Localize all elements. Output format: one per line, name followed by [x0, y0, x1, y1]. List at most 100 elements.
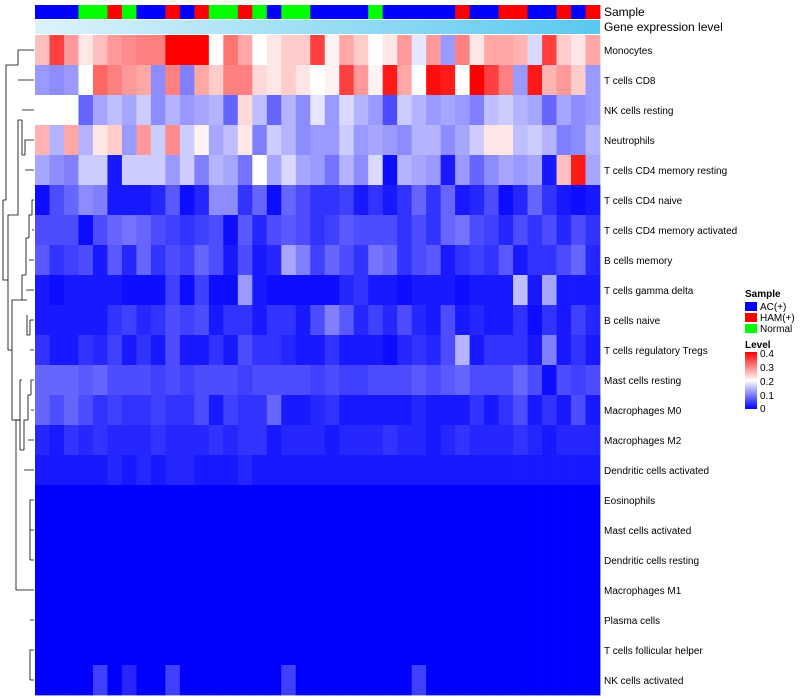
annotation-label-gene-expression: Gene expression level	[604, 20, 723, 34]
heatmap-cell	[281, 575, 297, 606]
heatmap-cell	[498, 485, 514, 516]
heatmap-cell	[237, 515, 253, 546]
heatmap-cell	[237, 395, 253, 426]
heatmap-cell	[252, 485, 268, 516]
heatmap-cell	[78, 455, 94, 486]
heatmap-cell	[165, 95, 181, 126]
heatmap-cell	[92, 125, 108, 156]
heatmap-cell	[455, 365, 471, 396]
heatmap-cell	[165, 245, 181, 276]
heatmap-cell	[411, 425, 427, 456]
heatmap-cell	[223, 305, 239, 336]
heatmap-cell	[469, 455, 485, 486]
heatmap-cell	[426, 155, 442, 186]
heatmap-cell	[150, 215, 166, 246]
heatmap-cell	[542, 455, 557, 486]
heatmap-cell	[585, 35, 601, 66]
heatmap-cell	[382, 575, 398, 606]
heatmap-cell	[411, 95, 427, 126]
heatmap-cell	[92, 245, 108, 276]
heatmap-cell	[440, 365, 456, 396]
heatmap-cell	[266, 515, 282, 546]
heatmap-cell	[35, 665, 50, 696]
heatmap-cell	[411, 125, 427, 156]
heatmap-cell	[295, 245, 311, 276]
heatmap-cell	[353, 185, 369, 216]
heatmap-cell	[252, 455, 268, 486]
heatmap-cell	[208, 245, 224, 276]
heatmap-cell	[324, 65, 340, 96]
heatmap-cell	[194, 185, 210, 216]
heatmap-cell	[353, 575, 369, 606]
legend-swatch-normal	[745, 324, 757, 333]
heatmap-cell	[353, 245, 369, 276]
heatmap-cell	[397, 125, 413, 156]
heatmap-cell	[440, 395, 456, 426]
heatmap-cell	[136, 95, 152, 126]
heatmap-cell	[382, 635, 398, 666]
heatmap-cell	[469, 665, 485, 696]
heatmap-cell	[310, 185, 326, 216]
heatmap-cell	[49, 65, 65, 96]
sample-annotation-cell	[121, 5, 137, 19]
heatmap-cell	[223, 635, 239, 666]
heatmap-cell	[339, 455, 355, 486]
heatmap-cell	[223, 215, 239, 246]
heatmap-cell	[63, 635, 79, 666]
heatmap-cell	[324, 665, 340, 696]
heatmap-cell	[585, 215, 601, 246]
heatmap-cell	[179, 65, 195, 96]
heatmap-cell	[295, 35, 311, 66]
heatmap-cell	[368, 305, 384, 336]
heatmap-cell	[92, 275, 108, 306]
heatmap-cell	[121, 185, 137, 216]
heatmap-cell	[136, 635, 152, 666]
heatmap-cell	[484, 515, 499, 546]
heatmap-cell	[324, 485, 340, 516]
sample-annotation-cell	[223, 5, 239, 19]
heatmap-cell	[107, 185, 123, 216]
heatmap-cell	[368, 245, 384, 276]
heatmap-cell	[49, 395, 65, 426]
heatmap-cell	[527, 35, 543, 66]
row-label: NK cells resting	[604, 106, 673, 117]
heatmap-cell	[208, 65, 224, 96]
heatmap-cell	[295, 65, 311, 96]
heatmap-cell	[295, 335, 311, 366]
heatmap-cell	[397, 365, 413, 396]
heatmap-cell	[585, 275, 601, 306]
heatmap-cell	[35, 395, 50, 426]
heatmap-cell	[542, 125, 557, 156]
heatmap-cell	[440, 65, 456, 96]
heatmap-cell	[324, 425, 340, 456]
heatmap-cell	[426, 365, 442, 396]
heatmap-cell	[194, 455, 210, 486]
legend-swatch-ham	[745, 313, 757, 322]
heatmap-cell	[382, 305, 398, 336]
heatmap-cell	[179, 125, 195, 156]
heatmap-cell	[237, 455, 253, 486]
heatmap-cell	[107, 425, 123, 456]
row-labels: Monocytes T cells CD8 NK cells resting Neut…	[604, 46, 737, 687]
heatmap-cell	[339, 305, 355, 336]
heatmap-cell	[136, 455, 152, 486]
heatmap-cell	[353, 155, 369, 186]
heatmap-cell	[121, 485, 137, 516]
heatmap-cell	[426, 635, 442, 666]
heatmap-cell	[179, 425, 195, 456]
sample-annotation-cell	[455, 5, 471, 19]
heatmap-cell	[397, 395, 413, 426]
sample-annotation-cell	[440, 5, 456, 19]
heatmap-cell	[382, 155, 398, 186]
sample-annotation-cell	[353, 5, 369, 19]
heatmap-cell	[455, 485, 471, 516]
heatmap-cell	[266, 155, 282, 186]
heatmap-cell	[571, 485, 586, 516]
heatmap-cell	[324, 515, 340, 546]
heatmap-cell	[498, 425, 514, 456]
sample-annotation-cell	[107, 5, 123, 19]
heatmap-cell	[35, 605, 50, 636]
heatmap-cell	[78, 515, 94, 546]
heatmap-cell	[324, 605, 340, 636]
heatmap-cell	[455, 665, 471, 696]
